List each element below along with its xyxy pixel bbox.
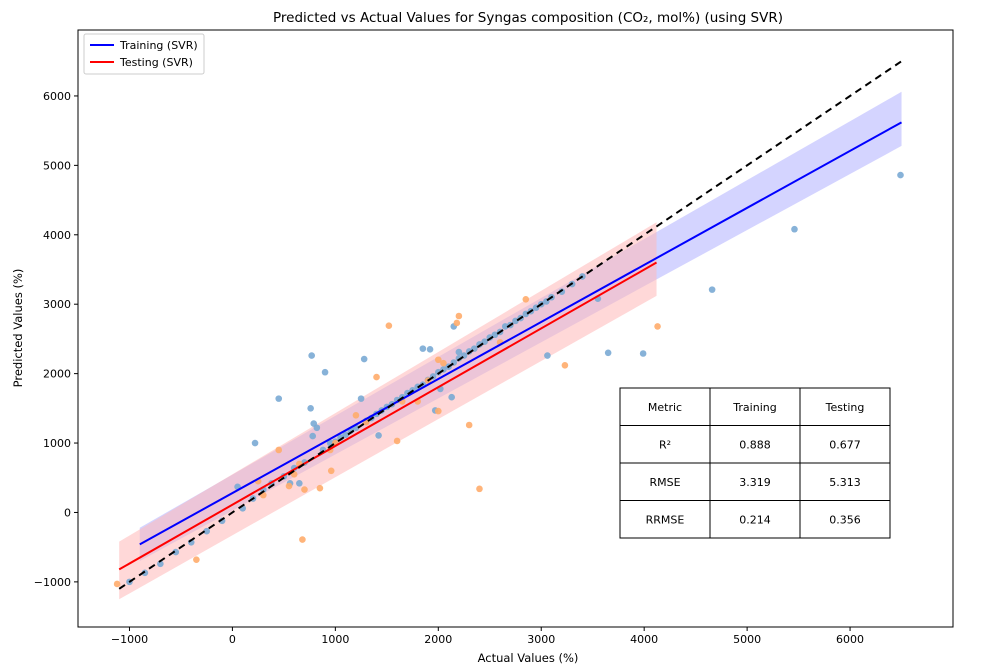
testing-point	[440, 359, 447, 367]
training-point	[375, 432, 382, 439]
testing-point	[316, 484, 324, 492]
training-point	[434, 368, 442, 376]
testing-confidence-band	[119, 222, 657, 600]
x-tick-label: 2000	[424, 633, 452, 646]
training-point	[357, 395, 365, 402]
legend-label-testing: Testing (SVR)	[119, 56, 193, 69]
testing-point	[373, 373, 380, 381]
testing-point	[434, 407, 442, 415]
testing-point	[285, 482, 293, 490]
testing-point	[434, 356, 442, 364]
testing-point	[453, 319, 461, 327]
y-tick-label: 1000	[43, 437, 71, 450]
training-point	[544, 352, 551, 359]
testing-point	[327, 467, 335, 475]
metrics-table-value: 0.888	[739, 438, 771, 451]
testing-point	[654, 323, 661, 330]
metrics-table: Metric Training Testing R² 0.888 0.677 RMSE 3.3…	[619, 387, 891, 539]
y-tick-label: −1000	[34, 576, 71, 589]
training-point	[296, 480, 303, 487]
x-tick-label: 1000	[321, 633, 349, 646]
training-point	[321, 368, 329, 376]
training-point	[522, 310, 530, 318]
y-tick-label: 0	[64, 506, 71, 519]
training-point	[360, 355, 368, 363]
plot-frame	[77, 29, 954, 628]
identity-line	[118, 60, 903, 590]
training-point	[426, 346, 434, 353]
training-point	[308, 352, 315, 359]
training-point	[251, 439, 259, 447]
x-axis-ticks: −1000 0 1000 2000 3000 4000 5000 6000	[111, 627, 864, 646]
metrics-table-cell	[799, 500, 891, 539]
x-tick-label: 6000	[836, 633, 864, 646]
x-axis-label: Actual Values (%)	[478, 651, 579, 665]
metrics-table-value: 0.214	[739, 513, 771, 526]
testing-point	[393, 437, 401, 445]
testing-point	[455, 312, 463, 320]
x-tick-label: 0	[229, 633, 236, 646]
y-tick-label: 6000	[43, 90, 71, 103]
metrics-table-header: Testing	[825, 401, 865, 414]
testing-point	[113, 580, 121, 588]
metrics-table-value: 5.313	[829, 476, 861, 489]
testing-point	[352, 411, 360, 419]
metrics-table-value: 3.319	[739, 476, 771, 489]
testing-point	[522, 296, 530, 303]
legend-label-training: Training (SVR)	[119, 39, 198, 52]
x-tick-label: −1000	[111, 633, 148, 646]
testing-point	[476, 485, 483, 493]
training-point	[791, 225, 798, 233]
metrics-table-header: Training	[732, 401, 776, 414]
y-tick-label: 4000	[43, 229, 71, 242]
y-axis-label: Predicted Values (%)	[11, 269, 25, 388]
y-axis-ticks: −1000 0 1000 2000 3000 4000 5000 6000	[34, 90, 78, 589]
testing-point	[299, 536, 306, 543]
metrics-table-value: RMSE	[649, 476, 680, 489]
training-point	[307, 405, 314, 412]
training-point	[897, 171, 904, 179]
x-tick-label: 5000	[733, 633, 761, 646]
training-point	[203, 527, 210, 535]
metrics-table-header: Metric	[648, 401, 682, 414]
testing-point	[193, 556, 200, 563]
testing-fit-line	[118, 261, 658, 571]
fit-lines	[118, 60, 903, 590]
legend: Training (SVR) Testing (SVR)	[83, 33, 205, 75]
training-point	[309, 432, 317, 440]
training-point	[275, 395, 283, 402]
training-point	[448, 393, 455, 401]
testing-point	[465, 421, 473, 429]
y-tick-label: 5000	[43, 159, 71, 172]
metrics-table-value: 0.356	[829, 513, 861, 526]
training-point	[313, 424, 321, 432]
training-point	[419, 345, 427, 352]
training-point	[708, 286, 716, 293]
training-point	[604, 349, 612, 357]
testing-point	[275, 446, 283, 454]
testing-point	[301, 486, 308, 493]
training-point	[558, 288, 566, 296]
chart-title: Predicted vs Actual Values for Syngas co…	[273, 10, 783, 26]
testing-point	[385, 322, 393, 330]
training-point	[157, 560, 164, 568]
testing-point	[561, 361, 569, 369]
training-point	[639, 350, 647, 357]
training-point	[172, 548, 180, 556]
x-tick-label: 3000	[527, 633, 555, 646]
y-tick-label: 3000	[43, 298, 71, 311]
metrics-table-value: 0.677	[829, 438, 861, 451]
training-point	[512, 317, 519, 325]
training-point	[342, 431, 349, 439]
metrics-table-value: RRMSE	[646, 513, 685, 526]
x-tick-label: 4000	[630, 633, 658, 646]
y-tick-label: 2000	[43, 368, 71, 381]
training-point	[501, 323, 509, 330]
training-point	[141, 569, 149, 577]
training-point	[455, 348, 463, 356]
metrics-table-value: R²	[659, 438, 671, 451]
training-point	[491, 331, 499, 339]
training-fit-line	[139, 121, 903, 546]
